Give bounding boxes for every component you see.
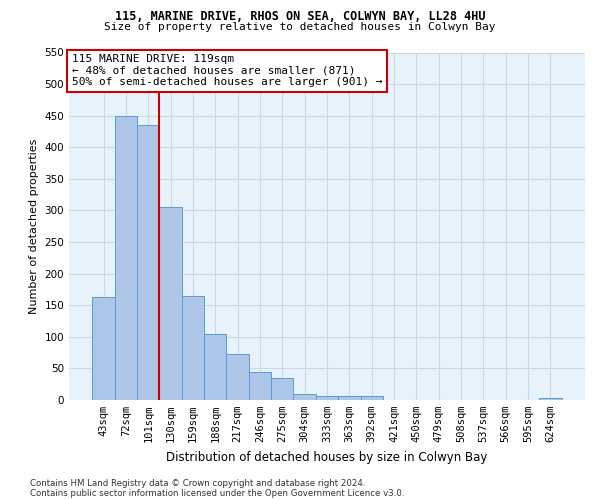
Text: 115, MARINE DRIVE, RHOS ON SEA, COLWYN BAY, LL28 4HU: 115, MARINE DRIVE, RHOS ON SEA, COLWYN B… (115, 10, 485, 23)
Bar (338, 396, 361, 400)
Bar (361, 396, 383, 400)
Bar (316, 396, 338, 400)
Text: Contains HM Land Registry data © Crown copyright and database right 2024.: Contains HM Land Registry data © Crown c… (30, 478, 365, 488)
Bar (539, 398, 562, 400)
Bar (137, 125, 160, 400)
Text: Size of property relative to detached houses in Colwyn Bay: Size of property relative to detached ho… (104, 22, 496, 32)
Bar (226, 354, 249, 400)
Bar (249, 372, 271, 400)
Text: Contains public sector information licensed under the Open Government Licence v3: Contains public sector information licen… (30, 488, 404, 498)
Bar (160, 208, 182, 400)
Bar (182, 296, 204, 400)
Bar (115, 116, 137, 400)
Bar (92, 297, 115, 400)
X-axis label: Distribution of detached houses by size in Colwyn Bay: Distribution of detached houses by size … (166, 450, 488, 464)
Bar (271, 378, 293, 400)
Bar (204, 334, 226, 400)
Bar (293, 394, 316, 400)
Text: 115 MARINE DRIVE: 119sqm
← 48% of detached houses are smaller (871)
50% of semi-: 115 MARINE DRIVE: 119sqm ← 48% of detach… (71, 54, 382, 88)
Y-axis label: Number of detached properties: Number of detached properties (29, 138, 39, 314)
